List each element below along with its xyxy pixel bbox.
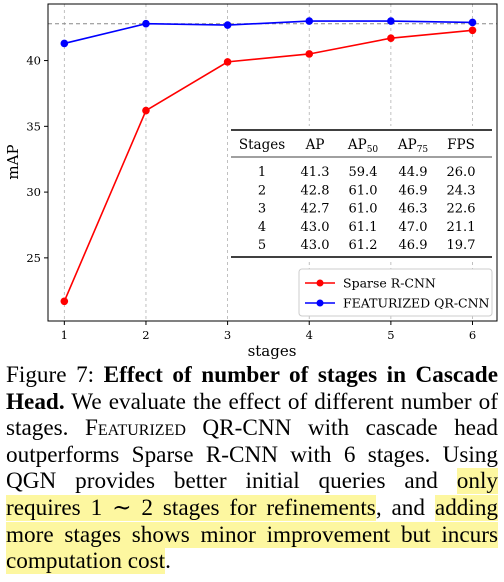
table-header-cell: AP50 xyxy=(347,137,379,155)
table-header-cell: AP xyxy=(305,137,325,153)
x-tick-label: 6 xyxy=(469,328,476,342)
x-tick-label: 5 xyxy=(387,328,394,342)
legend-label-sparse: Sparse R-CNN xyxy=(343,276,436,291)
table-cell: 21.1 xyxy=(447,220,476,235)
series-point-1 xyxy=(468,18,477,27)
series-line-0 xyxy=(63,29,473,302)
table-cell: 2 xyxy=(258,183,266,198)
series-point-1 xyxy=(223,21,232,29)
series-point-1 xyxy=(142,19,150,28)
series-point-1 xyxy=(387,17,395,25)
x-axis-label: stages xyxy=(248,342,297,360)
table-cell: 24.3 xyxy=(447,183,476,198)
table-cell: 61.0 xyxy=(349,183,378,198)
legend-box xyxy=(298,268,493,317)
plot-frame xyxy=(47,3,498,322)
table-cell: 4 xyxy=(258,220,266,235)
table-cell: 61.1 xyxy=(349,220,378,235)
caption-title: Effect of number of stages in Cascade He… xyxy=(6,362,498,415)
table-cell: 19.7 xyxy=(447,238,476,253)
series-point-0 xyxy=(305,50,314,58)
table-cell: 5 xyxy=(258,238,266,253)
table-header-sub: 75 xyxy=(417,145,429,155)
table-header-cell: Stages xyxy=(239,137,285,153)
x-tick-label: 2 xyxy=(142,328,149,342)
table-cell: 46.9 xyxy=(399,183,428,198)
series-point-0 xyxy=(387,34,395,42)
legend-label-featurized: FEATURIZED QR-CNN xyxy=(343,296,490,311)
table-cell: 44.9 xyxy=(399,165,428,180)
table-cell: 42.8 xyxy=(301,183,330,198)
table-background xyxy=(231,126,492,260)
y-axis-label: mAP xyxy=(4,144,22,179)
y-tick-label: 25 xyxy=(26,251,41,265)
series-point-1 xyxy=(60,39,69,48)
legend-marker-sparse xyxy=(316,279,324,287)
table-header-cell: AP75 xyxy=(397,137,429,155)
table-cell: 43.0 xyxy=(301,238,330,253)
series-lines xyxy=(60,17,477,306)
table-cell: 22.6 xyxy=(447,202,476,217)
series-line-1 xyxy=(64,20,473,45)
table-header-sub: 50 xyxy=(367,145,379,155)
legend: Sparse R-CNN FEATURIZED QR-CNN xyxy=(298,268,493,317)
table-cell: 59.4 xyxy=(349,165,378,180)
figure-caption: Figure 7: Effect of number of stages in … xyxy=(6,362,499,575)
table-cell: 47.0 xyxy=(399,220,428,235)
table-cell: 42.7 xyxy=(301,202,330,217)
series-point-0 xyxy=(223,58,232,66)
table-cell: 43.0 xyxy=(301,220,330,235)
x-tick-label: 3 xyxy=(224,328,231,342)
series-point-0 xyxy=(60,297,69,306)
caption-text-1: We evaluate the effect of different numb… xyxy=(6,388,498,442)
caption-label: Figure 7: xyxy=(6,362,95,388)
table-header-main: AP xyxy=(397,137,417,153)
caption-featurized: Featurized xyxy=(85,415,186,442)
table-header-main: AP xyxy=(305,137,325,153)
caption-text-2: QR-CNN with cascade head outperforms Spa… xyxy=(6,415,498,495)
series-point-0 xyxy=(468,26,477,35)
table-cell: 3 xyxy=(258,202,266,217)
series-point-0 xyxy=(142,106,150,115)
caption-text-4: . xyxy=(165,548,171,575)
y-tick-label: 30 xyxy=(26,185,41,199)
table-cell: 46.9 xyxy=(399,238,428,253)
table-cell: 61.2 xyxy=(349,238,378,253)
table-cell: 61.0 xyxy=(349,202,378,217)
series-point-1 xyxy=(305,17,314,25)
x-tick-label: 1 xyxy=(61,328,68,342)
y-tick-label: 35 xyxy=(26,119,41,133)
table-cell: 46.3 xyxy=(399,202,428,217)
table-cell: 41.3 xyxy=(301,165,330,180)
x-tick-label: 4 xyxy=(306,328,313,342)
caption-text-3: , and xyxy=(375,494,435,521)
table-header-cell: FPS xyxy=(447,137,475,153)
table-header-main: FPS xyxy=(447,137,475,153)
legend-marker-featurized xyxy=(316,299,324,307)
table-cell: 1 xyxy=(258,165,266,180)
table-cell: 26.0 xyxy=(447,165,476,180)
table-header-main: Stages xyxy=(239,137,285,153)
table-header-main: AP xyxy=(347,137,367,153)
y-tick-label: 40 xyxy=(26,54,41,68)
